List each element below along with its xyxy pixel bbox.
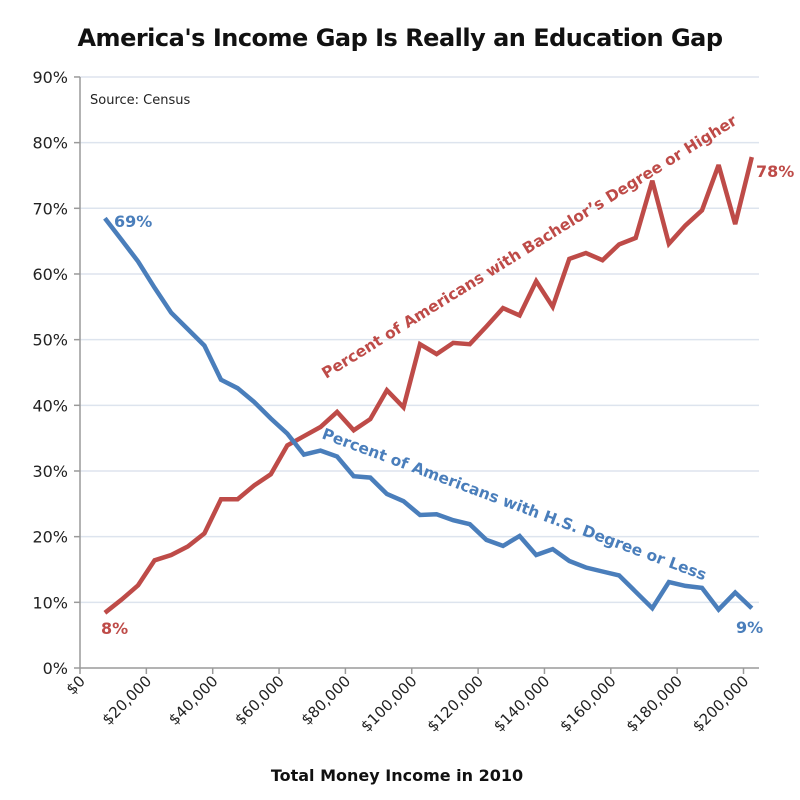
series-annotation-bachelors: Percent of Americans with Bachelor’s Deg… — [319, 111, 741, 382]
y-tick-label: 40% — [32, 396, 68, 415]
x-tick-label: $40,000 — [165, 672, 222, 729]
x-tick-label: $100,000 — [357, 672, 420, 735]
source-note: Source: Census — [90, 93, 190, 108]
chart-title: America's Income Gap Is Really an Educat… — [77, 24, 722, 52]
x-tick-label: $120,000 — [424, 672, 487, 735]
x-tick-label: $20,000 — [99, 672, 156, 729]
y-tick-label: 30% — [32, 462, 68, 481]
x-tick-label: $60,000 — [231, 672, 288, 729]
axes — [79, 76, 759, 669]
x-axis-ticks: $0 $20,000 $40,000 $60,000 $80,000 $100,000 $1… — [63, 668, 752, 735]
y-tick-label: 70% — [32, 199, 68, 218]
x-tick-label: $200,000 — [689, 672, 752, 735]
y-tick-label: 80% — [32, 134, 68, 153]
series-annotation-hs: Percent of Americans with H.S. Degree or… — [320, 425, 709, 584]
x-axis-label: Total Money Income in 2010 — [271, 766, 523, 785]
series-line-bachelors — [103, 156, 754, 615]
y-tick-label: 60% — [32, 265, 68, 284]
series-line-hs — [103, 216, 754, 614]
end-label-hs: 9% — [736, 618, 763, 637]
x-tick-label: $140,000 — [490, 672, 553, 735]
x-tick-label: $80,000 — [298, 672, 355, 729]
gridlines — [80, 76, 759, 604]
y-tick-label: 90% — [32, 68, 68, 87]
start-label-bachelors: 8% — [101, 619, 128, 638]
y-tick-label: 50% — [32, 331, 68, 350]
y-tick-label: 0% — [43, 659, 68, 678]
y-tick-label: 20% — [32, 528, 68, 547]
x-tick-label: $180,000 — [623, 672, 686, 735]
series-lines — [103, 156, 754, 615]
x-tick-label: $160,000 — [556, 672, 619, 735]
start-label-hs: 69% — [114, 212, 152, 231]
y-axis-ticks: 0% 10% 20% 30% 40% 50% 60% 70% 80% 90% — [32, 68, 80, 678]
y-tick-label: 10% — [32, 593, 68, 612]
end-label-bachelors: 78% — [756, 162, 794, 181]
